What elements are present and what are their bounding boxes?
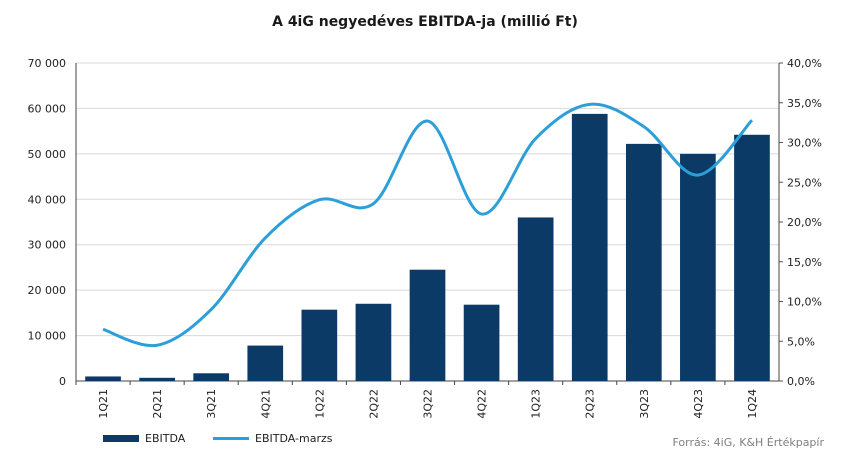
y-right-tick-label: 25,0% [787,176,822,189]
x-tick-label: 4Q21 [259,389,272,419]
bar [409,269,446,381]
y-right-tick-label: 5,0% [787,335,815,348]
y-right-tick-label: 15,0% [787,256,822,269]
y-right-tick-label: 10,0% [787,296,822,309]
y-right-tick-label: 40,0% [787,57,822,70]
bar [355,303,392,381]
bar [571,113,608,381]
y-left-tick-label: 20 000 [28,284,67,297]
x-tick-label: 3Q22 [422,389,435,419]
x-tick-label: 1Q23 [530,389,543,419]
bar [517,217,554,381]
legend-swatch-bar [103,435,139,442]
bar [247,345,284,381]
bar [139,377,175,381]
bar [301,309,338,381]
legend-item-margin: EBITDA-marzs [213,432,332,445]
y-right-tick-label: 35,0% [787,97,822,110]
x-tick-label: 3Q23 [638,389,651,419]
bar [85,376,121,381]
x-tick-label: 1Q22 [313,389,326,419]
legend-swatch-line [213,437,249,440]
y-left-tick-label: 0 [59,375,66,388]
x-tick-label: 2Q23 [584,389,597,419]
legend-label-margin: EBITDA-marzs [255,432,333,445]
bar [193,373,230,381]
source-note: Forrás: 4iG, K&H Értékpapír [672,436,824,449]
margin-line [102,102,754,348]
y-right-tick-label: 20,0% [787,216,822,229]
y-left-tick-label: 30 000 [28,239,67,252]
y-left-tick-label: 40 000 [28,193,67,206]
bar [463,304,500,381]
x-tick-label: 4Q23 [692,389,705,419]
y-left-tick-label: 10 000 [28,330,67,343]
y-right-tick-label: 0,0% [787,375,815,388]
y-left-tick-label: 70 000 [28,57,67,70]
legend-label-ebitda: EBITDA [145,432,186,445]
x-tick-label: 4Q22 [476,389,489,419]
x-tick-label: 3Q21 [205,389,218,419]
bar [680,153,716,381]
legend-item-ebitda: EBITDA [103,432,185,445]
x-tick-label: 2Q22 [367,389,380,419]
bar [734,134,770,381]
x-tick-label: 2Q21 [151,389,164,419]
y-right-tick-label: 30,0% [787,137,822,150]
x-tick-label: 1Q24 [746,389,759,419]
chart-title: A 4iG negyedéves EBITDA-ja (millió Ft) [272,14,578,30]
y-left-tick-label: 60 000 [28,102,67,115]
y-left-tick-label: 50 000 [28,148,67,161]
x-tick-label: 1Q21 [97,389,110,419]
bar [625,143,662,381]
